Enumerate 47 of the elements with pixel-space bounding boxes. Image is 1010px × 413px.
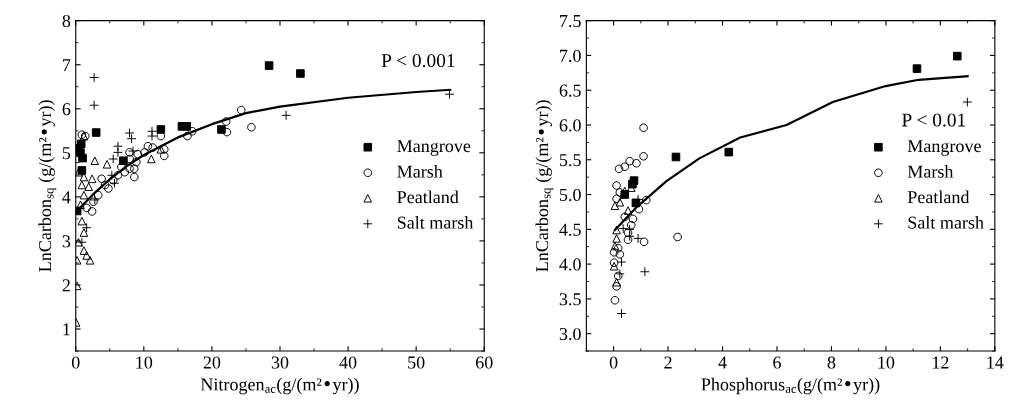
y-tick-label: 5.0 [559,188,581,202]
y-tick-label: 3 [62,235,71,248]
y-tick-label: 7 [63,59,71,71]
legend-label: Peatland [397,190,459,204]
x-tick-label: 20 [203,356,221,369]
x-tick-label: 12 [932,356,949,369]
y-tick-label: 7.0 [560,49,581,62]
annotation: P < 0.001 [381,53,455,68]
x-tick-label: 2 [664,356,672,369]
y-axis-title: LnCarbon$_{sq}$ (g/(m²•yr)) [38,100,57,272]
x-tick-label: 60 [475,356,493,369]
y-tick-label: 5 [62,147,71,160]
y-tick-label: 1 [63,323,70,336]
x-axis-title: Phosphorus$_{ac}$(g/(m²•yr)) [701,377,880,395]
y-tick-label: 5.5 [559,154,581,167]
x-tick-label: 6 [773,356,781,369]
y-tick-label: 4.0 [559,258,581,271]
legend-label: Salt marsh [908,216,984,229]
x-tick-label: 14 [987,356,1004,369]
y-tick-label: 8 [62,14,71,28]
x-tick-label: 10 [136,356,153,369]
y-tick-label: 3.5 [559,293,581,306]
legend-label: Marsh [397,164,443,178]
legend-label: Peatland [907,190,970,204]
legend-label: Mangrove [907,140,981,156]
x-tick-label: 4 [718,356,727,369]
y-tick-label: 4 [62,191,71,204]
legend-label: Mangrove [397,140,471,156]
y-tick-label: 3.0 [559,327,581,341]
y-tick-label: 6.0 [559,119,581,132]
y-tick-label: 2 [62,279,70,292]
x-tick-label: 0 [609,356,618,369]
annotation: P < 0.01 [902,113,966,127]
y-tick-label: 7.5 [560,15,581,28]
x-tick-label: 8 [827,356,836,369]
x-tick-label: 0 [71,356,80,369]
x-tick-label: 10 [878,356,895,369]
y-tick-label: 6 [62,103,71,116]
legend-label: Salt marsh [397,216,474,229]
x-tick-label: 40 [339,356,357,369]
legend-label: Marsh [907,164,954,178]
y-tick-label: 6.5 [559,84,581,97]
y-axis-title: LnCarbon$_{sq}$ (g/(m²•yr)) [535,100,554,272]
x-tick-label: 50 [408,356,425,369]
x-axis-title: Nitrogen$_{ac}$(g/(m²•yr)) [200,377,359,395]
y-tick-label: 4.5 [559,223,581,236]
x-tick-label: 30 [271,356,289,369]
